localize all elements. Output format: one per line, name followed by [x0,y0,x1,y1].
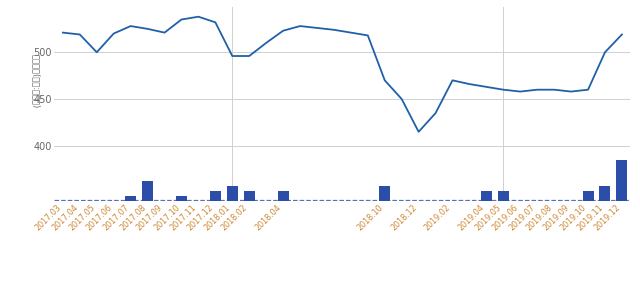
Bar [582,191,593,201]
Y-axis label: 거래금액(단위:백만원): 거래금액(단위:백만원) [32,54,41,108]
Bar [278,191,289,201]
Bar [142,181,153,201]
Bar [244,191,255,201]
Bar [125,196,136,201]
Bar [481,191,492,201]
Bar [616,160,627,201]
Bar [600,186,611,201]
Bar [210,191,221,201]
Bar [380,186,390,201]
Bar [498,191,509,201]
Bar [227,186,238,201]
Bar [176,196,187,201]
